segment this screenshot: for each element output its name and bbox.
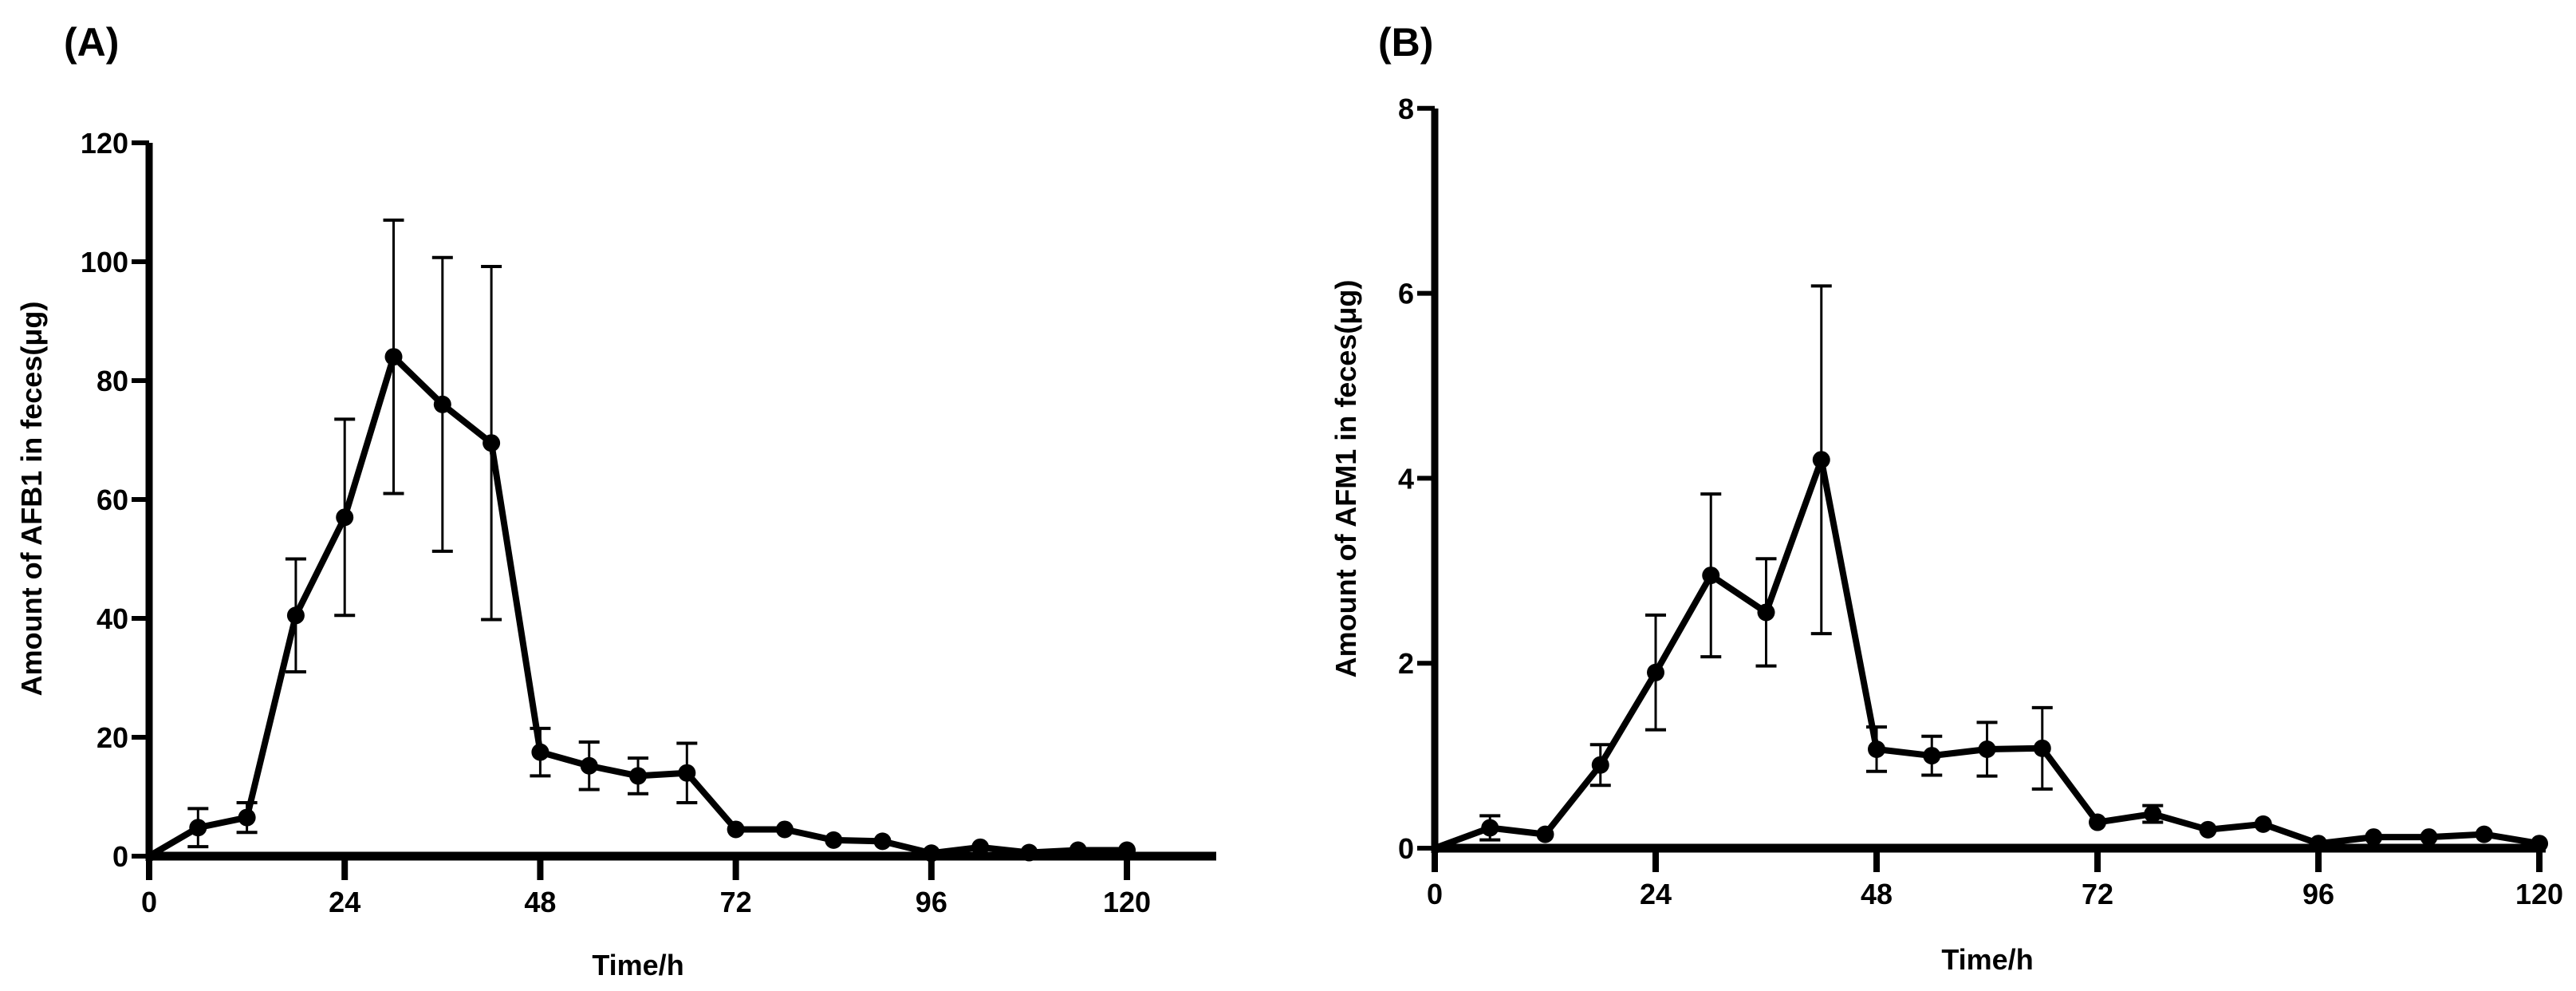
panel-label: (B) <box>1378 20 1433 65</box>
y-tick-label: 20 <box>97 721 128 754</box>
x-tick-label: 96 <box>916 886 947 918</box>
series-line <box>1433 456 2540 851</box>
data-point-marker <box>1118 841 1136 859</box>
data-point-marker <box>286 606 305 625</box>
data-point-marker <box>678 764 696 782</box>
data-point-marker <box>238 808 256 827</box>
y-axis-title: Amount of AFB1 in feces(μg) <box>15 302 48 697</box>
data-point-marker <box>433 395 451 413</box>
data-point-marker <box>1702 567 1720 585</box>
data-point-marker <box>2531 835 2549 853</box>
panel-label: (A) <box>64 20 119 65</box>
y-tick-label: 0 <box>112 840 128 873</box>
x-tick-label: 72 <box>720 886 752 918</box>
y-tick-label: 80 <box>97 365 128 397</box>
data-point-marker <box>1757 603 1775 622</box>
data-point-marker <box>1591 756 1609 774</box>
data-point-marker <box>1812 451 1830 469</box>
data-point-marker <box>1868 740 1886 758</box>
x-tick-label: 48 <box>1861 878 1893 910</box>
data-point-marker <box>873 832 892 851</box>
x-tick-label: 0 <box>1427 878 1443 910</box>
y-tick-label: 40 <box>97 602 128 635</box>
data-point-marker <box>825 831 843 849</box>
x-tick-label: 0 <box>141 886 157 918</box>
y-tick-label: 120 <box>81 127 128 160</box>
y-tick-label: 60 <box>97 484 128 516</box>
data-point-marker <box>922 844 940 863</box>
data-point-marker <box>2254 815 2272 833</box>
data-point-marker <box>2089 813 2107 831</box>
x-tick-label: 120 <box>1103 886 1151 918</box>
data-point-marker <box>580 756 598 775</box>
data-point-marker <box>2365 828 2383 847</box>
data-point-marker <box>629 767 648 785</box>
data-point-marker <box>1481 819 1499 837</box>
data-point-marker <box>384 348 403 366</box>
y-tick-label: 2 <box>1398 647 1414 680</box>
x-tick-label: 96 <box>2302 878 2334 910</box>
x-axis-title: Time/h <box>592 949 683 981</box>
data-point-marker <box>2310 835 2328 853</box>
y-tick-label: 0 <box>1398 832 1414 865</box>
data-point-marker <box>775 820 794 839</box>
data-point-marker <box>336 508 354 527</box>
y-tick-label: 6 <box>1398 278 1414 310</box>
data-point-marker <box>1020 843 1038 862</box>
data-point-marker <box>727 820 745 839</box>
y-tick-label: 100 <box>81 246 128 278</box>
y-tick-label: 8 <box>1398 93 1414 125</box>
x-axis-title: Time/h <box>1941 943 2033 976</box>
data-point-marker <box>1536 825 1554 843</box>
data-point-marker <box>189 819 207 837</box>
data-point-marker <box>2144 805 2162 823</box>
data-point-marker <box>2199 820 2217 839</box>
x-tick-label: 24 <box>1640 878 1672 910</box>
data-point-marker <box>2420 828 2438 847</box>
data-point-marker <box>1647 663 1665 681</box>
y-axis-title: Amount of AFM1 in feces(μg) <box>1329 280 1362 678</box>
x-tick-label: 24 <box>329 886 360 918</box>
data-point-marker <box>1978 740 1996 758</box>
data-series <box>147 218 1136 863</box>
data-point-marker <box>2033 739 2051 757</box>
x-tick-label: 48 <box>524 886 556 918</box>
data-point-marker <box>971 838 990 856</box>
y-tick-label: 4 <box>1398 462 1414 495</box>
data-point-marker <box>483 434 501 452</box>
x-tick-label: 120 <box>2515 878 2563 910</box>
data-point-marker <box>531 743 549 761</box>
panel-a-chart: (A) 0 20 40 60 80 100 120 0 24 48 72 96 120 Time/h Amou… <box>15 20 1216 981</box>
x-tick-label: 72 <box>2082 878 2113 910</box>
data-series <box>1433 284 2549 853</box>
data-point-marker <box>2475 825 2493 843</box>
data-point-marker <box>1069 841 1087 859</box>
data-point-marker <box>1923 747 1941 765</box>
